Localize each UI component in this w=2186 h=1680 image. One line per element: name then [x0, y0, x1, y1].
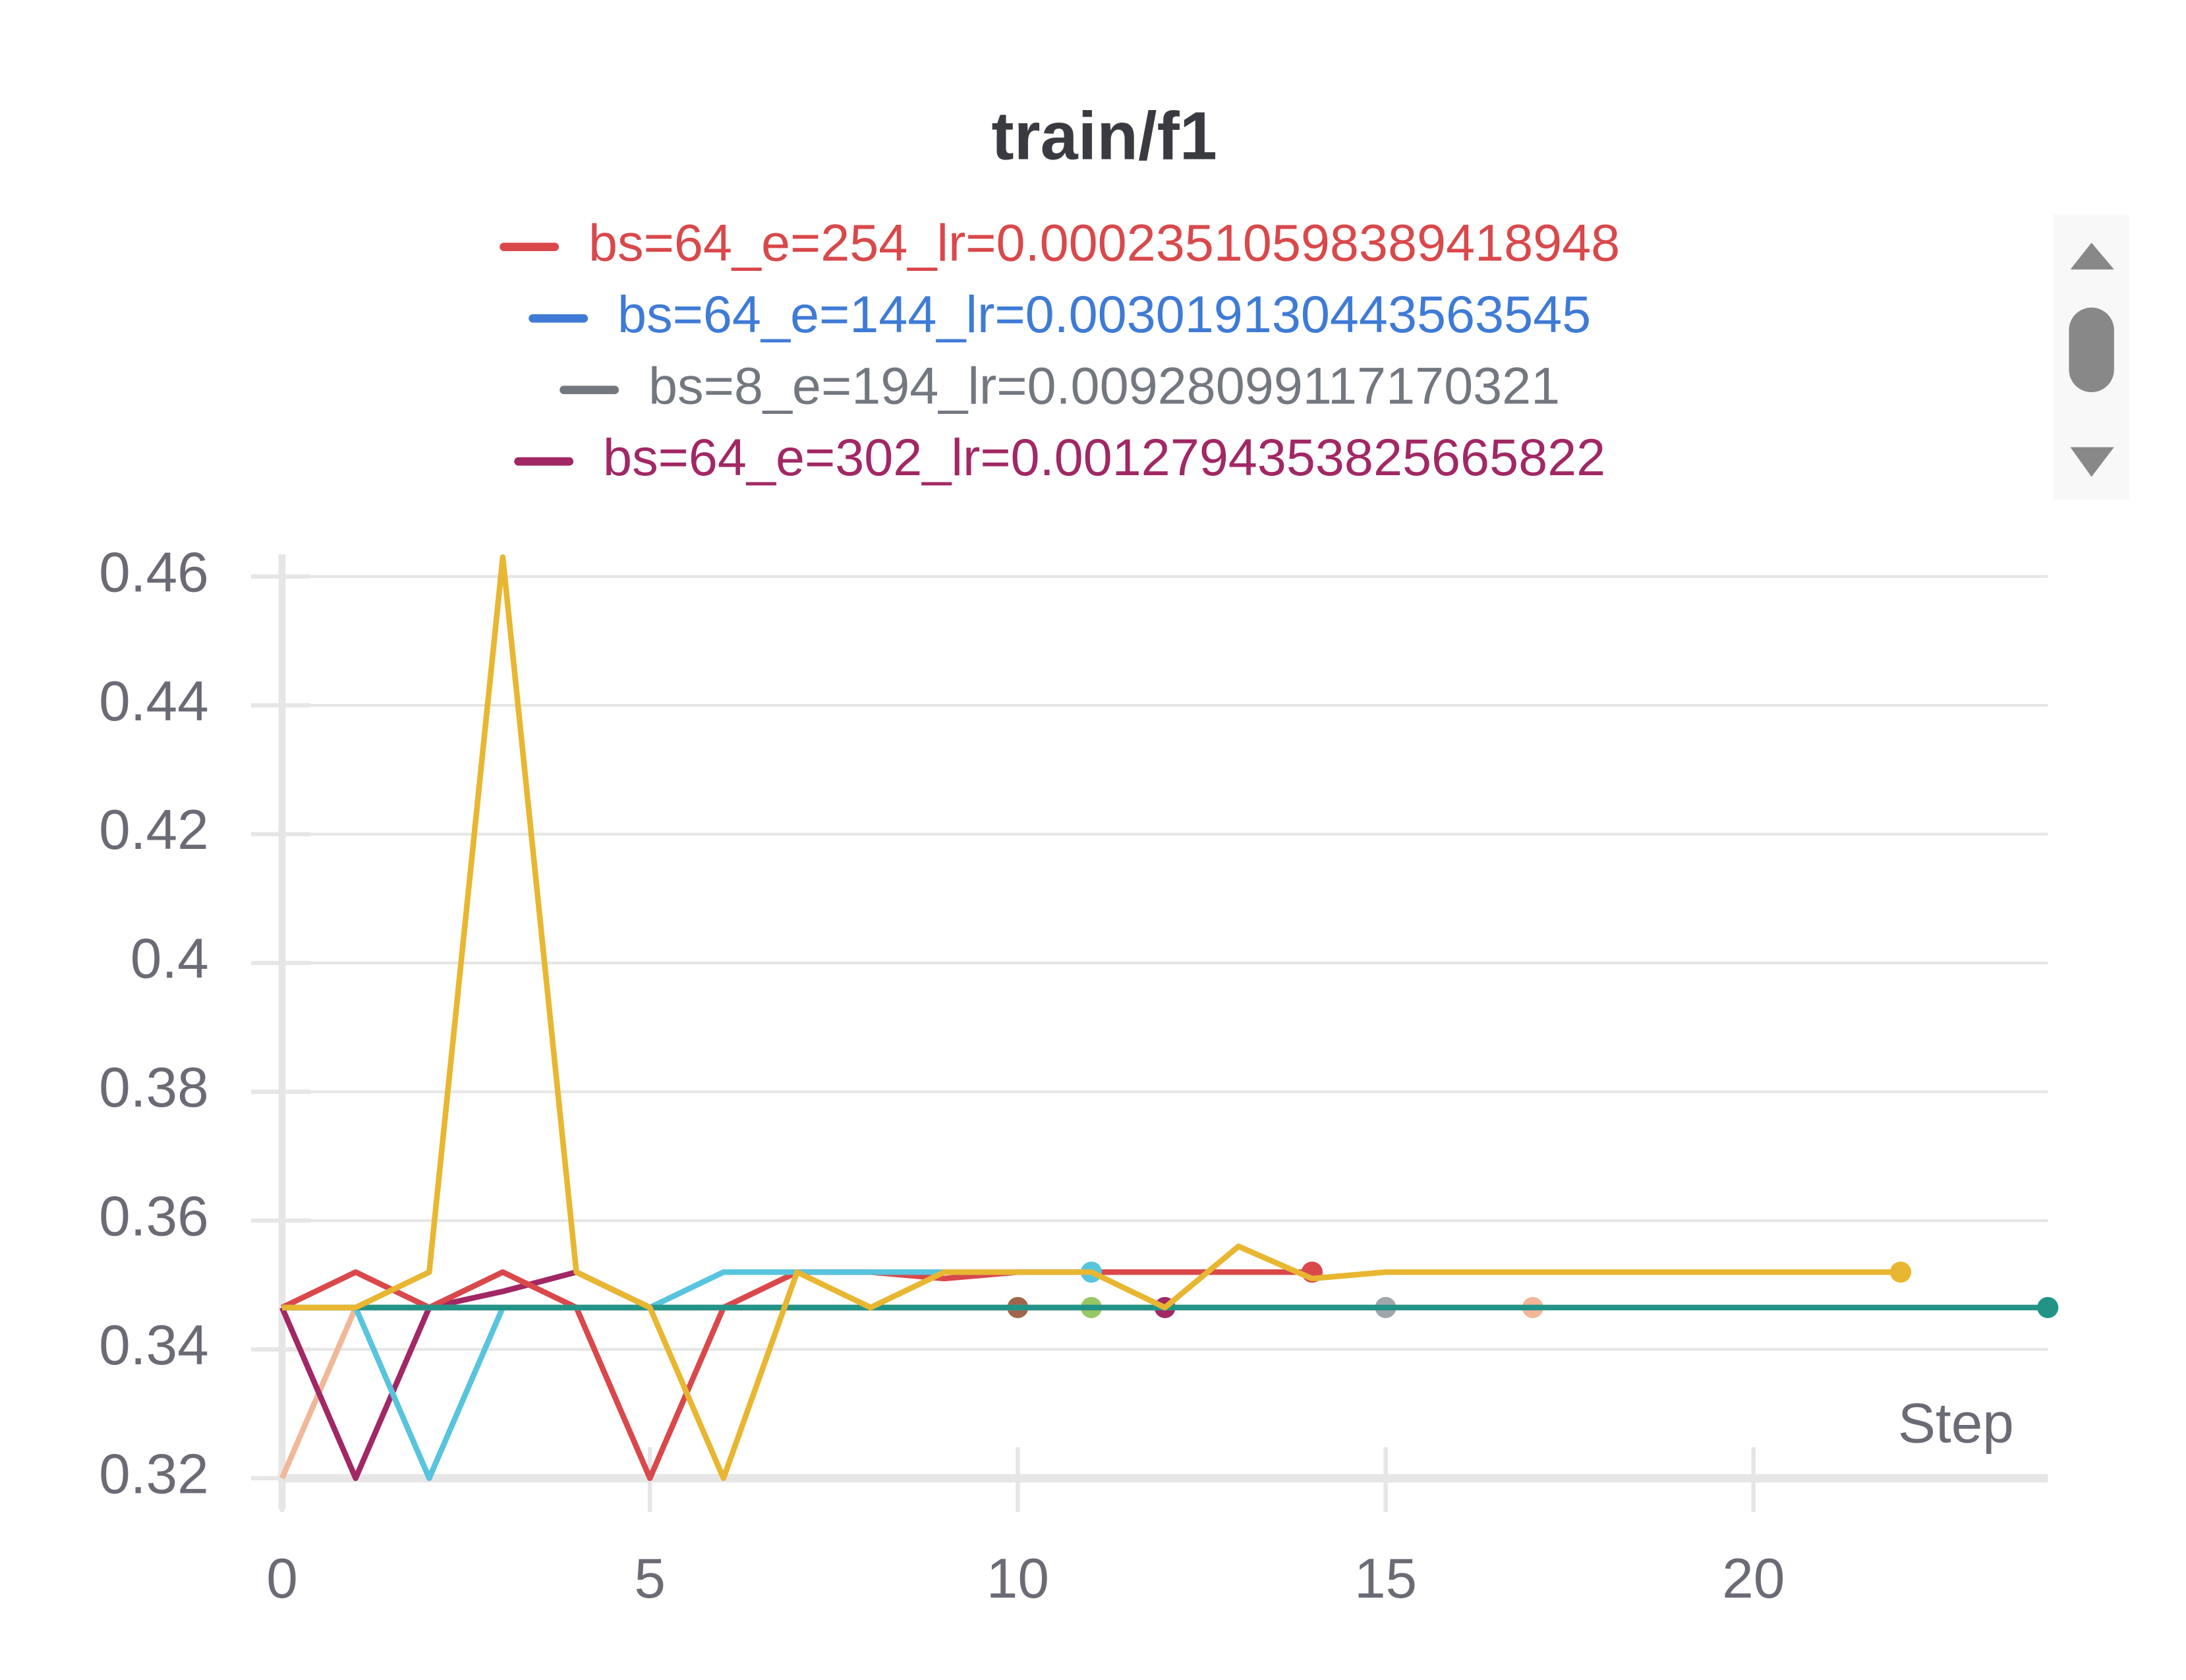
end-point	[1889, 1261, 1912, 1283]
legend-label: bs=64_e=144_lr=0.003019130443563545	[618, 285, 1591, 343]
y-tick-label: 0.4	[130, 928, 209, 991]
scroll-thumb[interactable]	[2069, 307, 2114, 393]
x-tick-label: 10	[987, 1548, 1049, 1610]
legend-label: bs=64_e=254_lr=0.00023510598389418948	[589, 214, 1620, 272]
y-tick-label: 0.44	[99, 670, 209, 733]
legend-scroll[interactable]	[2053, 214, 2130, 500]
x-tick-label: 5	[634, 1548, 666, 1610]
chart-title: train/f1	[991, 98, 1217, 173]
series-line	[279, 1304, 1533, 1480]
end-point	[2037, 1296, 2059, 1318]
x-tick-label: 0	[266, 1548, 298, 1610]
legend-label: bs=8_e=194_lr=0.00928099117170321	[648, 357, 1560, 415]
x-tick-label: 15	[1354, 1548, 1417, 1610]
scroll-up[interactable]	[2070, 243, 2114, 270]
y-tick-label: 0.38	[99, 1057, 209, 1119]
series-line	[282, 1269, 1091, 1482]
x-tick-label: 20	[1722, 1548, 1785, 1610]
y-tick-label: 0.36	[99, 1186, 209, 1248]
x-axis-label: Step	[1898, 1392, 2014, 1455]
scroll-down[interactable]	[2070, 447, 2114, 477]
y-tick-label: 0.46	[99, 541, 209, 604]
series-line	[282, 554, 1901, 1482]
y-tick-label: 0.32	[99, 1443, 209, 1505]
y-tick-label: 0.42	[99, 799, 209, 861]
y-tick-label: 0.34	[99, 1314, 209, 1377]
legend-label: bs=64_e=302_lr=0.0012794353825665822	[603, 428, 1605, 486]
